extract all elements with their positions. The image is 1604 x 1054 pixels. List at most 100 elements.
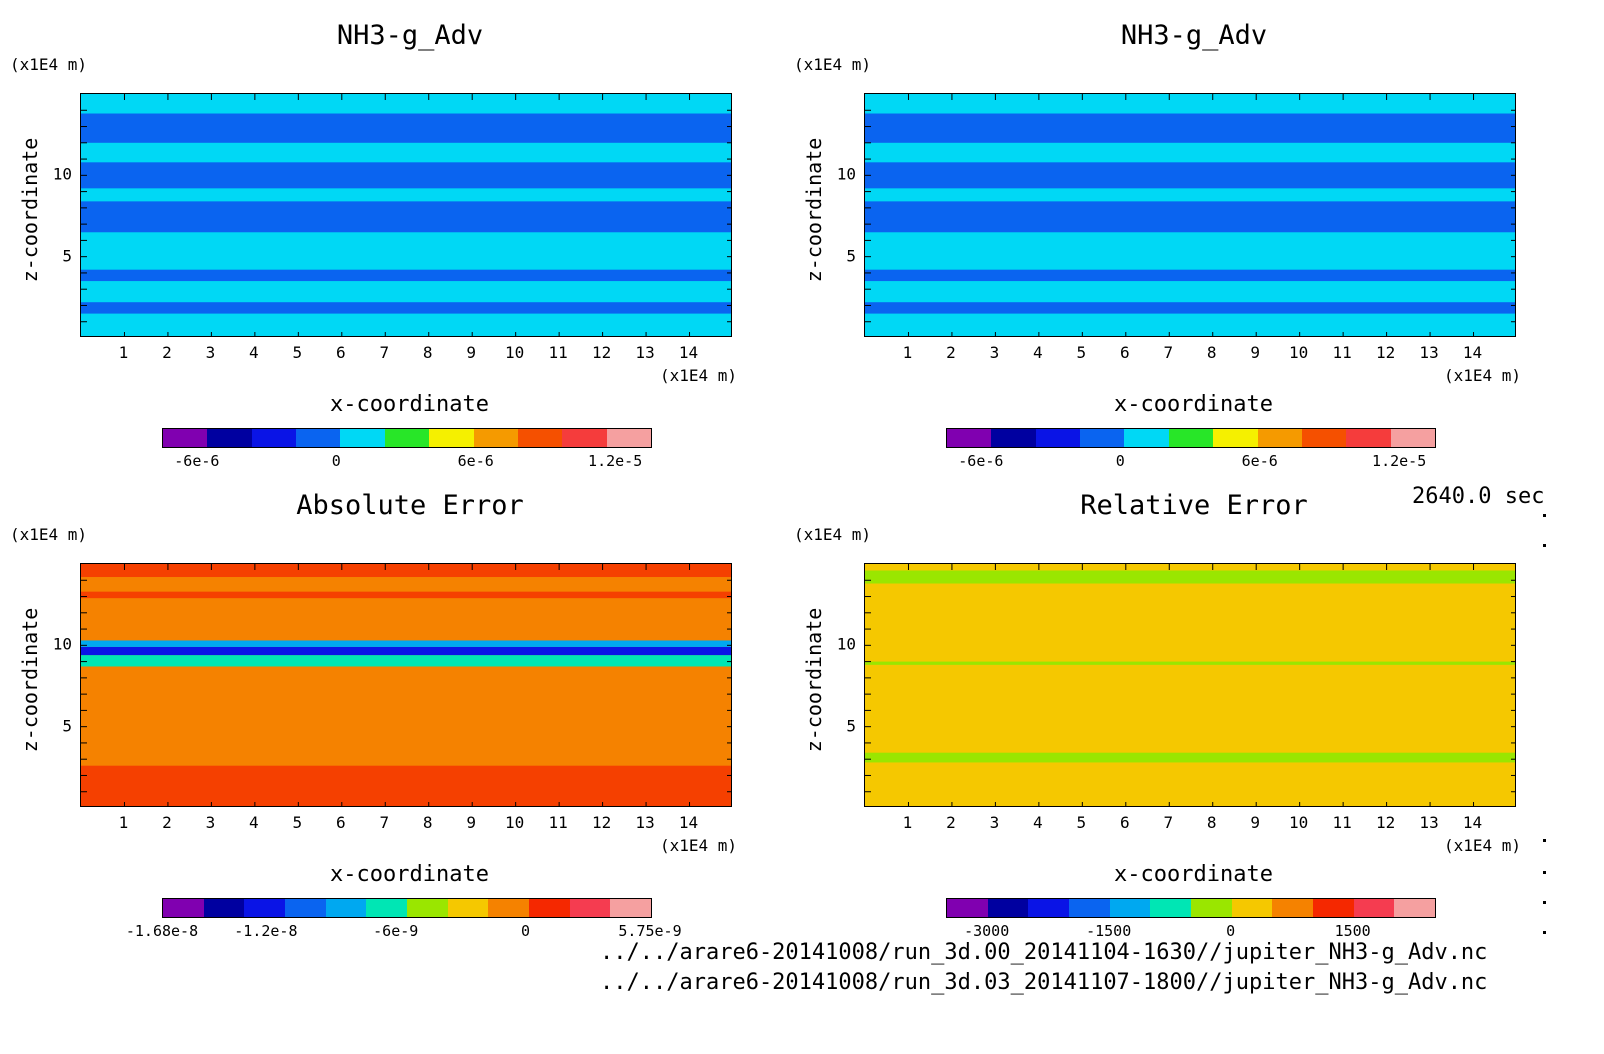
- heatmap-svg: [81, 564, 731, 806]
- x-tick-label: 7: [379, 343, 390, 362]
- chart-panel-1: NH3-g_Adv (x1E4 m) z-coordinate 1 2 3 4 5 6 7 8 9 10…: [0, 0, 780, 520]
- x-tick-label: 4: [1033, 343, 1043, 362]
- x-tick-label: 14: [678, 813, 699, 832]
- footer-file-1: ../../arare6-20141008/run_3d.00_20141104…: [600, 940, 1488, 965]
- x-tick-label: 13: [1419, 343, 1439, 362]
- z-unit-label: (x1E4 m): [10, 525, 88, 544]
- colorbar-swatch: [1168, 429, 1214, 447]
- x-tick-label: 11: [1332, 813, 1352, 832]
- x-tick-label: 5: [292, 343, 303, 362]
- x-unit-label: (x1E4 m): [1444, 366, 1522, 385]
- colorbar-label: -1.2e-8: [234, 922, 298, 940]
- colorbar-swatch: [488, 899, 529, 917]
- chart-title: NH3-g_Adv: [1120, 20, 1268, 51]
- colorbar-swatch: [406, 899, 448, 917]
- x-axis-label: x-coordinate: [1114, 862, 1273, 887]
- field-band: [865, 752, 1515, 763]
- colorbar-label: 1.2e-5: [1372, 452, 1427, 470]
- field-band: [865, 570, 1515, 584]
- x-axis-label: x-coordinate: [330, 862, 489, 887]
- colorbar-swatch: [1312, 899, 1354, 917]
- x-tick-label: 5: [1076, 813, 1087, 832]
- colorbar-label: 6e-6: [457, 452, 494, 470]
- field-background: [865, 564, 1515, 806]
- x-axis-label: x-coordinate: [330, 392, 489, 417]
- chart-title: Absolute Error: [296, 490, 524, 521]
- colorbar-swatch: [606, 429, 651, 447]
- x-tick-label: 9: [466, 343, 477, 362]
- z-tick-label: 10: [52, 634, 72, 654]
- colorbar-swatch: [244, 899, 285, 917]
- x-tick-label: 1: [118, 813, 129, 832]
- colorbar-swatch: [473, 429, 518, 447]
- x-tick-label: 2: [162, 343, 172, 362]
- field-band: [81, 302, 731, 314]
- x-tick-label: 10: [505, 343, 525, 362]
- colorbar-label: 0: [331, 452, 341, 470]
- x-tick-label: 12: [1375, 343, 1396, 362]
- field-background: [81, 564, 731, 806]
- colorbar-label: 0: [1115, 452, 1125, 470]
- dot-marker: [1543, 839, 1546, 842]
- x-axis-label: x-coordinate: [1114, 392, 1273, 417]
- x-tick-label: 10: [505, 813, 525, 832]
- plot-area: [864, 93, 1516, 337]
- z-axis-label: z-coordinate: [802, 607, 826, 753]
- dot-marker: [1543, 901, 1546, 904]
- z-tick-label: 5: [846, 716, 856, 736]
- x-tick-label: 6: [1119, 813, 1130, 832]
- colorbar-swatch: [1109, 899, 1151, 917]
- x-tick-label: 1: [902, 343, 913, 362]
- colorbar-swatch: [1028, 899, 1069, 917]
- x-tick-label: 12: [1375, 813, 1396, 832]
- colorbar-label: 1500: [1334, 922, 1371, 940]
- colorbar-swatch: [1124, 429, 1169, 447]
- z-tick-label: 5: [62, 246, 72, 266]
- colorbar-swatch: [1213, 429, 1258, 447]
- chart-panel-2: NH3-g_Adv (x1E4 m) z-coordinate 1 2 3 4 5 6 7 8 9 10…: [784, 0, 1564, 520]
- z-tick-label: 10: [836, 634, 856, 654]
- colorbar-swatch: [1257, 429, 1302, 447]
- z-unit-label: (x1E4 m): [10, 55, 88, 74]
- field-band: [865, 661, 1515, 665]
- z-tick-label: 5: [62, 716, 72, 736]
- colorbar-label: -3000: [964, 922, 1010, 940]
- x-tick-label: 9: [466, 813, 477, 832]
- colorbar-label: 6e-6: [1241, 452, 1278, 470]
- z-axis-label: z-coordinate: [18, 137, 42, 283]
- x-tick-label: 11: [548, 343, 568, 362]
- x-tick-label: 11: [1332, 343, 1352, 362]
- x-tick-label: 4: [249, 343, 259, 362]
- colorbar-swatch: [1346, 429, 1391, 447]
- x-tick-label: 14: [1462, 343, 1483, 362]
- colorbar-swatch: [569, 899, 611, 917]
- colorbar-label: 0: [521, 922, 531, 940]
- colorbar-label: -1.68e-8: [125, 922, 199, 940]
- x-tick-label: 13: [635, 813, 655, 832]
- colorbar-label: -6e-6: [174, 452, 220, 470]
- z-tick-label: 10: [52, 164, 72, 184]
- dot-marker: [1543, 871, 1546, 874]
- colorbar-swatch: [1190, 899, 1232, 917]
- colorbar-swatch: [1068, 899, 1110, 917]
- colorbar-swatch: [562, 429, 607, 447]
- x-tick-label: 3: [989, 343, 1000, 362]
- x-tick-label: 8: [422, 813, 433, 832]
- field-band: [81, 201, 731, 233]
- colorbar-swatch: [284, 899, 326, 917]
- x-tick-label: 5: [1076, 343, 1087, 362]
- time-label: 2640.0 sec: [1412, 484, 1545, 509]
- colorbar-label: -6e-9: [373, 922, 419, 940]
- x-tick-label: 9: [1250, 813, 1261, 832]
- field-band: [81, 269, 731, 282]
- x-unit-label: (x1E4 m): [660, 366, 738, 385]
- dot-marker: [1543, 514, 1546, 517]
- plot-area: [80, 93, 732, 337]
- field-band: [81, 655, 731, 667]
- field-band: [81, 765, 731, 806]
- colorbar-swatch: [366, 899, 407, 917]
- x-tick-label: 6: [335, 343, 346, 362]
- colorbar-swatch: [325, 899, 367, 917]
- chart-title: Relative Error: [1080, 490, 1308, 521]
- colorbar-swatch: [1390, 429, 1435, 447]
